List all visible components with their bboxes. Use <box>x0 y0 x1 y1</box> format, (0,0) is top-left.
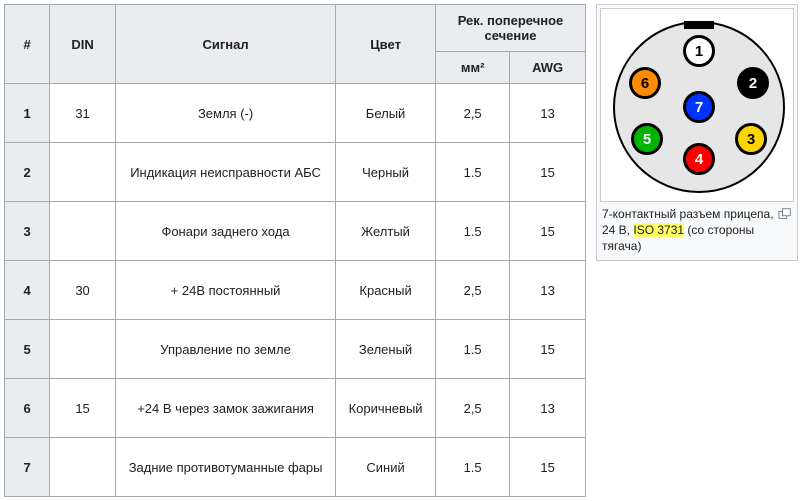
cell-mm2: 1.5 <box>436 320 510 379</box>
cell-color: Коричневый <box>336 379 436 438</box>
cell-awg: 13 <box>510 84 586 143</box>
cell-din <box>50 438 116 497</box>
cell-mm2: 1.5 <box>436 143 510 202</box>
cell-num: 4 <box>5 261 50 320</box>
col-num: # <box>5 5 50 84</box>
cell-color: Красный <box>336 261 436 320</box>
cell-din <box>50 143 116 202</box>
connector-circle: 12 345 67 <box>613 21 785 193</box>
table-row: 3 Фонари заднего ходаЖелтый1.515 <box>5 202 586 261</box>
cell-mm2: 2,5 <box>436 84 510 143</box>
pinout-table: # DIN Сигнал Цвет Рек. поперечное сечени… <box>4 4 586 497</box>
cell-din <box>50 202 116 261</box>
figure-caption: 7-контактный разъем прицепа, 24 В, ISO 3… <box>600 202 794 257</box>
cell-mm2: 2,5 <box>436 261 510 320</box>
cell-color: Зеленый <box>336 320 436 379</box>
pin-7: 7 <box>683 91 715 123</box>
cell-num: 6 <box>5 379 50 438</box>
pin-2: 2 <box>737 67 769 99</box>
col-color: Цвет <box>336 5 436 84</box>
figure-box: 12 345 67 7-контактный разъем прицепа, 24 … <box>596 4 798 261</box>
cell-awg: 15 <box>510 143 586 202</box>
pin-6: 6 <box>629 67 661 99</box>
cell-num: 5 <box>5 320 50 379</box>
cell-din: 31 <box>50 84 116 143</box>
pin-3: 3 <box>735 123 767 155</box>
cell-num: 7 <box>5 438 50 497</box>
table-row: 5 Управление по землеЗеленый1.515 <box>5 320 586 379</box>
cell-signal: Задние противотуманные фары <box>116 438 336 497</box>
pin-1: 1 <box>683 35 715 67</box>
cell-signal: Земля (-) <box>116 84 336 143</box>
enlarge-icon[interactable] <box>778 208 792 220</box>
table-row: 2 Индикация неисправности АБСЧерный1.515 <box>5 143 586 202</box>
cell-num: 1 <box>5 84 50 143</box>
col-mm2: мм² <box>436 52 510 84</box>
cell-mm2: 1.5 <box>436 202 510 261</box>
col-awg: AWG <box>510 52 586 84</box>
cell-signal: + 24В постоянный <box>116 261 336 320</box>
pin-5: 5 <box>631 123 663 155</box>
connector-notch <box>684 21 714 29</box>
cell-mm2: 1.5 <box>436 438 510 497</box>
cell-num: 2 <box>5 143 50 202</box>
cell-din: 15 <box>50 379 116 438</box>
caption-highlight: ISO 3731 <box>633 223 684 237</box>
cell-awg: 15 <box>510 202 586 261</box>
col-din: DIN <box>50 5 116 84</box>
cell-din <box>50 320 116 379</box>
cell-signal: Индикация неисправности АБС <box>116 143 336 202</box>
connector-diagram: 12 345 67 <box>600 8 794 202</box>
cell-signal: Фонари заднего хода <box>116 202 336 261</box>
cell-awg: 13 <box>510 261 586 320</box>
pin-4: 4 <box>683 143 715 175</box>
cell-mm2: 2,5 <box>436 379 510 438</box>
cell-awg: 13 <box>510 379 586 438</box>
table-row: 430+ 24В постоянныйКрасный2,513 <box>5 261 586 320</box>
cell-color: Белый <box>336 84 436 143</box>
table-row: 7 Задние противотуманные фарыСиний1.515 <box>5 438 586 497</box>
table-body: 131Земля (-)Белый2,5132Индикация неиспра… <box>5 84 586 497</box>
cell-signal: Управление по земле <box>116 320 336 379</box>
col-cross-section: Рек. поперечное сечение <box>436 5 586 52</box>
cell-signal: +24 В через замок зажигания <box>116 379 336 438</box>
cell-color: Синий <box>336 438 436 497</box>
cell-color: Желтый <box>336 202 436 261</box>
col-signal: Сигнал <box>116 5 336 84</box>
cell-color: Черный <box>336 143 436 202</box>
table-row: 131Земля (-)Белый2,513 <box>5 84 586 143</box>
cell-din: 30 <box>50 261 116 320</box>
cell-awg: 15 <box>510 320 586 379</box>
cell-awg: 15 <box>510 438 586 497</box>
table-row: 615+24 В через замок зажиганияКоричневый… <box>5 379 586 438</box>
cell-num: 3 <box>5 202 50 261</box>
